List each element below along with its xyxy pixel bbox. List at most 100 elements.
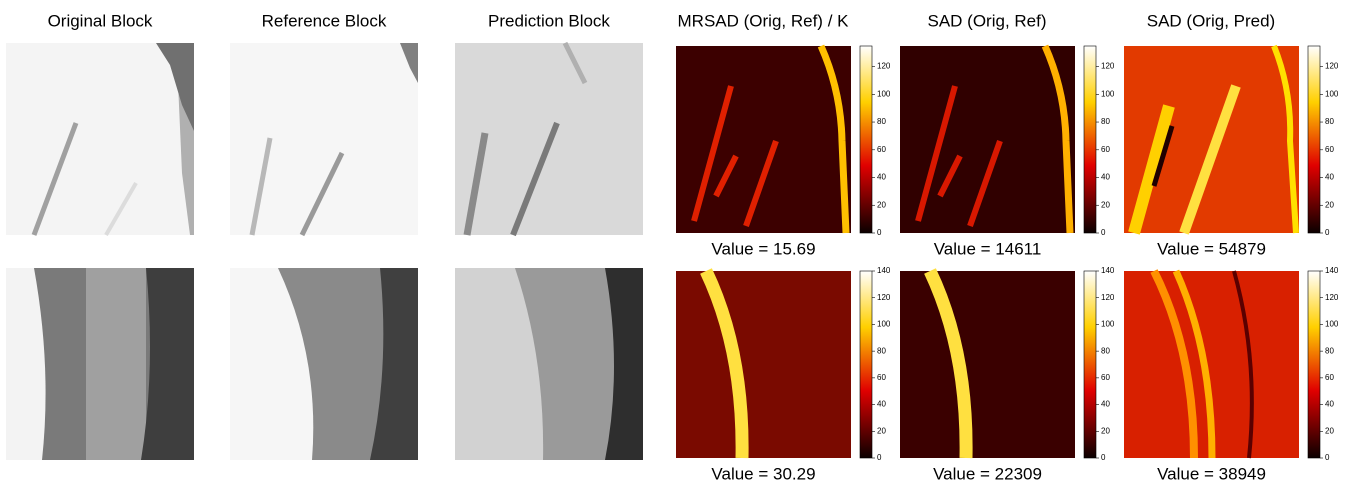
heatmap-streak — [1172, 269, 1216, 459]
image-region — [400, 43, 418, 83]
heatmap-panel — [900, 268, 1075, 459]
colorbar-tick-label: 0 — [877, 228, 882, 237]
colorbar-tick-label: 0 — [1101, 453, 1106, 462]
column-title: SAD (Orig, Ref) — [927, 11, 1046, 30]
column-title: Reference Block — [262, 11, 387, 30]
heatmap-streak — [713, 154, 739, 198]
colorbar-tick-label: 140 — [1325, 266, 1339, 275]
heatmap-panel — [676, 44, 851, 234]
value-label: Value = 54879 — [1157, 239, 1266, 258]
image-panel — [455, 41, 643, 237]
colorbar-tick-label: 40 — [1325, 173, 1334, 182]
column-title: Original Block — [48, 11, 153, 30]
colorbar-tick-label: 100 — [877, 89, 891, 98]
colorbar-tick-label: 40 — [877, 173, 886, 182]
colorbar: 0 20 40 60 80 100 120 — [1083, 45, 1115, 237]
colorbar-tick-label: 80 — [1101, 117, 1110, 126]
image-region — [6, 268, 46, 460]
image-region — [370, 268, 418, 460]
image-region — [141, 268, 194, 460]
colorbar-tick-label: 40 — [1325, 400, 1334, 409]
value-label: Value = 15.69 — [711, 239, 815, 258]
colorbar-tick-label: 60 — [1101, 373, 1110, 382]
heatmap-panel — [1124, 269, 1299, 459]
value-label: Value = 38949 — [1157, 464, 1266, 483]
image-region — [86, 268, 146, 460]
colorbar-tick-label: 140 — [877, 266, 891, 275]
colorbar-fill — [1307, 270, 1321, 459]
colorbar-tick-label: 0 — [1325, 453, 1330, 462]
image-panel — [455, 268, 643, 460]
image-panel — [6, 268, 194, 460]
heatmap-bg — [900, 46, 1075, 233]
colorbar-tick-label: 20 — [1325, 426, 1334, 435]
colorbar-tick-label: 80 — [1101, 346, 1110, 355]
heatmap-bg — [1124, 46, 1299, 233]
value-label: Value = 30.29 — [711, 464, 815, 483]
heatmap-streak — [1151, 125, 1175, 187]
colorbar-tick-label: 40 — [1101, 173, 1110, 182]
colorbar: 0 20 40 60 80 100 120 — [1307, 45, 1339, 237]
colorbar-tick-label: 0 — [1101, 228, 1106, 237]
image-streak — [562, 41, 588, 85]
heatmap-streak — [691, 85, 734, 222]
heatmap-streak — [1179, 84, 1241, 235]
column-title: Prediction Block — [488, 11, 610, 30]
colorbar-fill — [1307, 45, 1321, 234]
colorbar-tick-label: 60 — [877, 145, 886, 154]
colorbar: 0 20 40 60 80 100 120 — [859, 45, 891, 237]
image-streak — [31, 122, 79, 236]
heatmap-streak — [1150, 269, 1198, 459]
colorbar-tick-label: 80 — [877, 346, 886, 355]
colorbar-tick-label: 100 — [1325, 89, 1339, 98]
image-streak — [463, 132, 489, 236]
colorbar-tick-label: 120 — [877, 62, 891, 71]
colorbar-tick-label: 120 — [1325, 62, 1339, 71]
heatmap-panel — [676, 268, 851, 459]
heatmap-streak — [1271, 44, 1299, 234]
colorbar-tick-label: 20 — [1325, 200, 1334, 209]
image-bg — [6, 43, 194, 235]
colorbar-tick-label: 140 — [1101, 266, 1115, 275]
image-panel — [230, 268, 418, 460]
colorbar-tick-label: 60 — [877, 373, 886, 382]
heatmap-streak — [937, 154, 963, 198]
colorbar-tick-label: 40 — [877, 400, 886, 409]
colorbar-tick-label: 120 — [1101, 62, 1115, 71]
colorbar-tick-label: 60 — [1325, 145, 1334, 154]
heatmap-streak — [700, 268, 749, 459]
colorbar-tick-label: 40 — [1101, 400, 1110, 409]
image-panel — [230, 43, 418, 237]
image-streak — [510, 121, 560, 237]
heatmap-streak — [743, 140, 779, 227]
heatmap-panel — [900, 44, 1075, 234]
colorbar-tick-label: 120 — [877, 293, 891, 302]
heatmap-streak — [1128, 104, 1175, 235]
colorbar-tick-label: 0 — [877, 453, 882, 462]
colorbar-tick-label: 100 — [1101, 320, 1115, 329]
colorbar-tick-label: 120 — [1325, 293, 1339, 302]
column-title: SAD (Orig, Pred) — [1147, 11, 1275, 30]
image-streak — [299, 151, 345, 237]
colorbar-tick-label: 120 — [1101, 293, 1115, 302]
image-streak — [104, 182, 138, 236]
heatmap-panel — [1124, 44, 1299, 235]
image-bg — [230, 43, 418, 235]
colorbar-tick-label: 60 — [1325, 373, 1334, 382]
colorbar: 0 20 40 60 80 100 120 140 — [859, 266, 891, 462]
heatmap-streak — [915, 85, 958, 222]
colorbar-tick-label: 60 — [1101, 145, 1110, 154]
colorbar-fill — [859, 45, 873, 234]
colorbar-tick-label: 80 — [877, 117, 886, 126]
colorbar-tick-label: 0 — [1325, 228, 1330, 237]
colorbar-tick-label: 20 — [877, 426, 886, 435]
colorbar-fill — [859, 270, 873, 459]
heatmap-bg — [676, 271, 851, 458]
colorbar-fill — [1083, 270, 1097, 459]
heatmap-streak — [1041, 44, 1074, 234]
heatmap-streak — [817, 44, 850, 234]
heatmap-streak — [1232, 270, 1254, 459]
colorbar-tick-label: 20 — [1101, 200, 1110, 209]
colorbar-tick-label: 80 — [1325, 346, 1334, 355]
